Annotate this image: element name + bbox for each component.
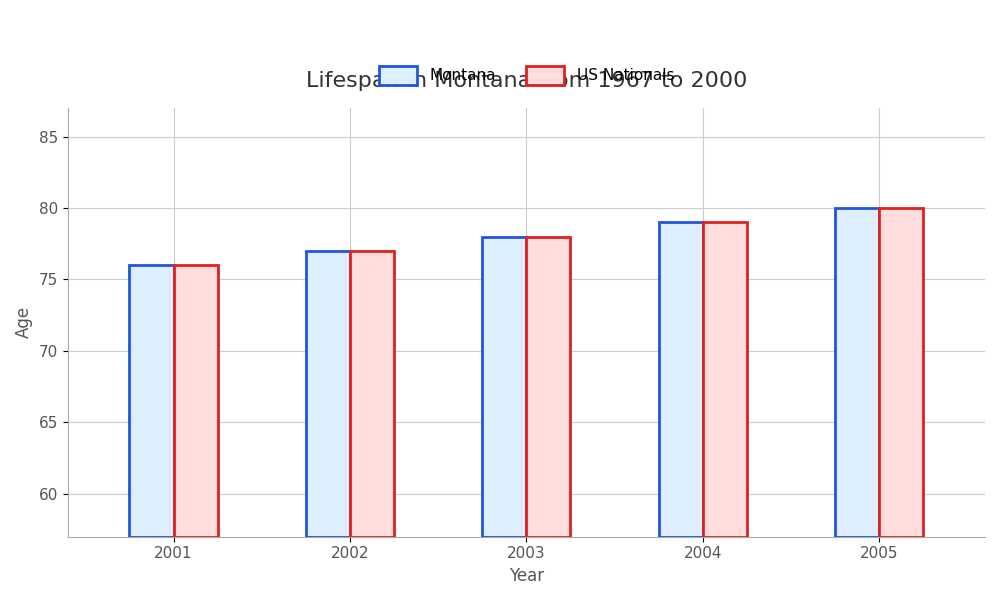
Bar	[482, 236, 526, 537]
Bar	[879, 208, 923, 537]
Bar	[174, 265, 218, 537]
Bar	[526, 236, 570, 537]
Bar	[659, 223, 703, 537]
Bar	[306, 251, 350, 537]
Bar	[835, 208, 879, 537]
Title: Lifespan in Montana from 1967 to 2000: Lifespan in Montana from 1967 to 2000	[306, 71, 747, 91]
X-axis label: Year: Year	[509, 567, 544, 585]
Y-axis label: Age: Age	[15, 306, 33, 338]
Legend: Montana, US Nationals: Montana, US Nationals	[373, 60, 680, 91]
Bar	[350, 251, 394, 537]
Bar	[703, 223, 747, 537]
Bar	[129, 265, 174, 537]
